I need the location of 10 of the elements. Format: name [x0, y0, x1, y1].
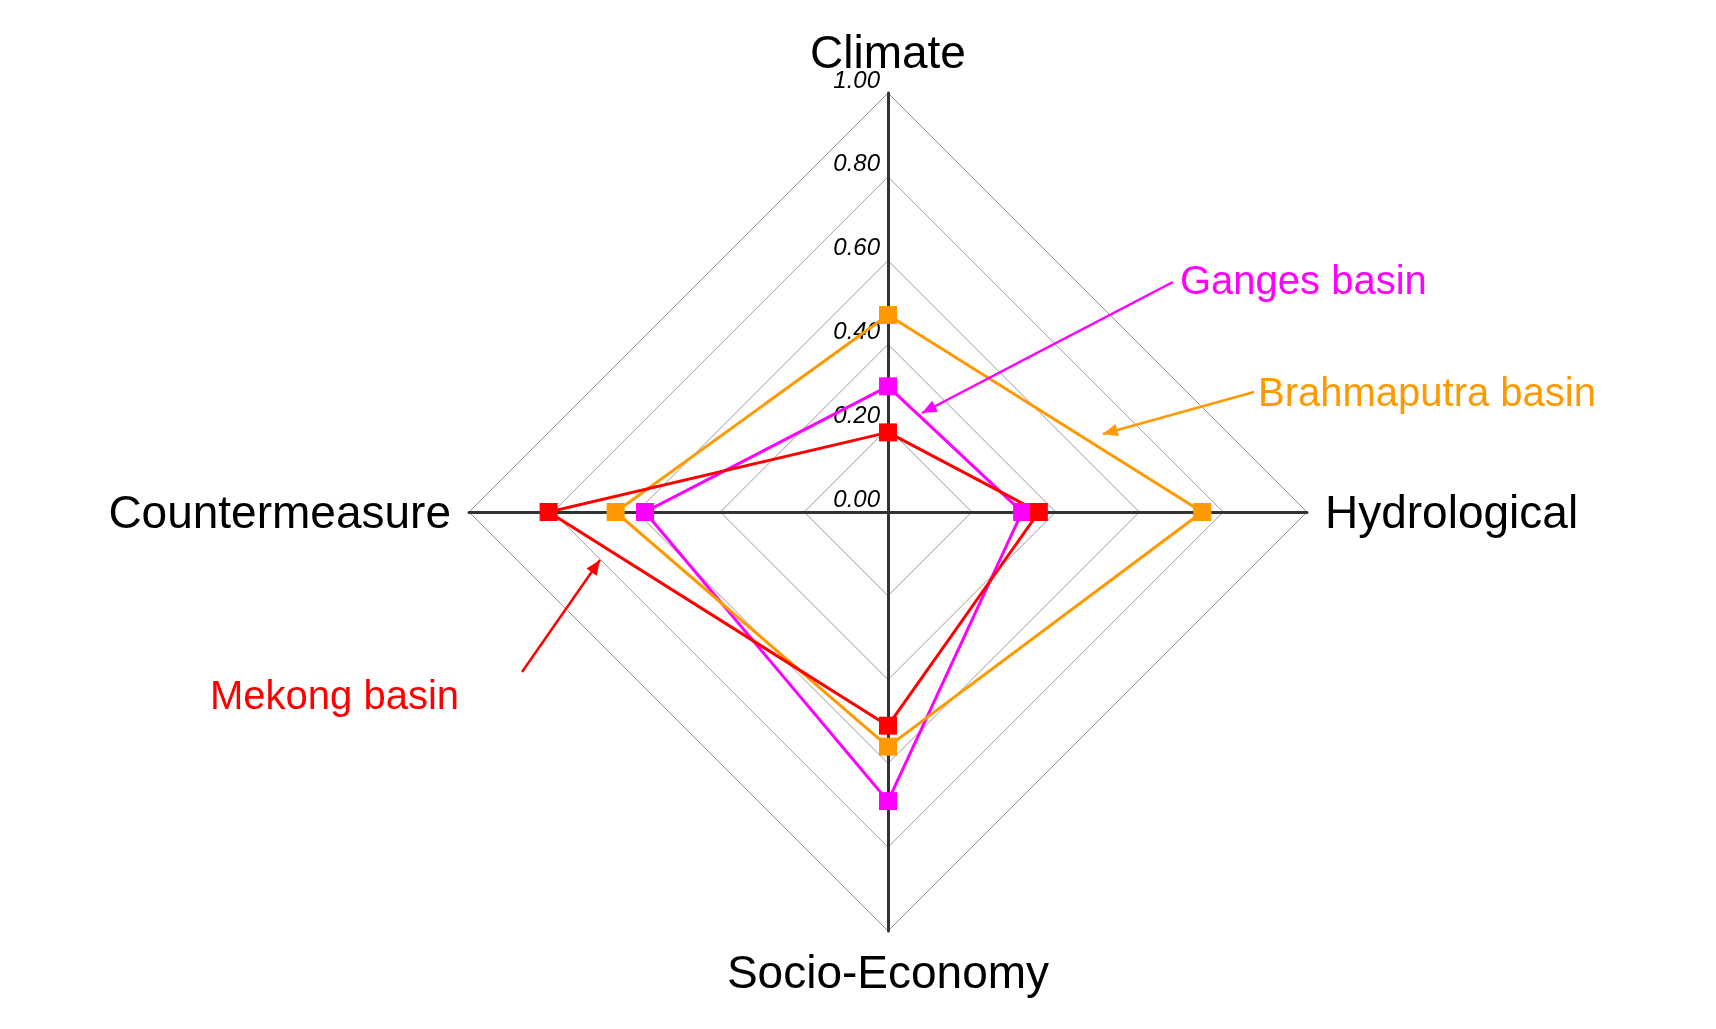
- spoke-label: Hydrological: [1325, 486, 1579, 538]
- text: Mekong basin: [210, 673, 460, 717]
- y-tick-label: 0.60: [833, 233, 881, 261]
- spoke-label: Countermeasure: [108, 486, 451, 538]
- spoke-label: Socio-Economy: [726, 946, 1050, 998]
- y-tick-label: 0.80: [833, 149, 881, 177]
- text: Ganges basin: [1180, 258, 1427, 302]
- legend-label: Brahmaputra basin: [1258, 370, 1596, 414]
- y-tick-label: 0.20: [833, 400, 881, 428]
- y-tick-label: 0.00: [833, 484, 881, 512]
